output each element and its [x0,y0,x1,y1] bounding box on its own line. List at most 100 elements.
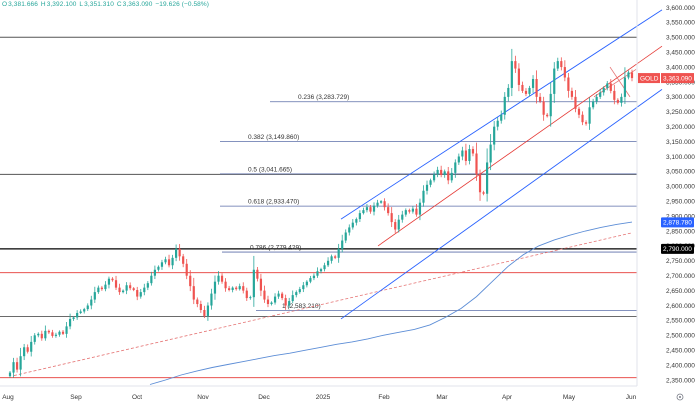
candle-body [478,174,482,193]
candle-body [411,208,414,212]
y-tick-label: 2,500.000 [666,333,695,340]
candle-body [584,122,588,124]
candle-body [238,286,241,290]
candle-body [362,210,365,214]
candle-body [461,150,464,157]
candle-body [316,271,319,276]
candle-body [33,335,36,342]
candle-body [517,68,521,85]
y-tick-label: 2,400.000 [666,362,695,369]
candle-body [574,96,577,109]
x-tick-label: Oct [132,394,142,401]
candle-body [334,256,337,258]
candle-body [408,210,411,212]
candle-body [503,96,506,115]
candle-body [26,347,29,352]
candle-body [556,61,559,69]
candle-body [302,285,305,290]
symbol-tag-label: GOLD [640,75,659,82]
y-tick-label: 3,500.000 [666,35,695,42]
candle-body [249,297,252,299]
candle-body [542,101,545,115]
candle-body [252,269,255,298]
y-tick-label: 3,550.000 [666,20,695,27]
candle-body [627,72,630,78]
candle-body [553,68,556,94]
candle-body [475,153,478,175]
candle-body [535,78,538,97]
y-tick-label: 2,900.000 [666,213,695,220]
candle-body [560,61,563,68]
candle-body [616,99,619,103]
price-badge-1 [661,243,694,254]
candle-body [379,201,383,203]
candle-body [40,333,43,339]
candle-body [323,265,326,270]
candle-body [355,219,358,223]
fib-label-4: 0.786 (2,779.429) [250,245,301,252]
candle-body [203,309,206,316]
fib-label-0: 0.236 (3,283.729) [298,94,349,101]
x-tick-label: Apr [502,394,513,401]
ohlc-open-label: O [2,1,8,8]
settings-gear-icon[interactable] [676,393,684,401]
candle-body [531,78,535,88]
price-badge-label-0: 2,878.780 [663,220,692,227]
candle-body [376,202,379,206]
candle-body [524,90,528,94]
candle-body [620,96,623,103]
x-tick-label: Feb [378,394,390,401]
candle-body [97,287,100,293]
y-tick-label: 2,750.000 [666,258,695,265]
candle-body [153,269,156,276]
candle-body [231,287,234,291]
candle-body [493,126,496,145]
candle-body [242,286,245,291]
candle-body [588,107,591,124]
candle-body [464,150,467,161]
candle-body [136,290,139,297]
candle-body [581,114,584,123]
candle-body [457,156,460,163]
candle-body [54,334,58,336]
candle-body [341,240,344,249]
candle-body [447,171,450,181]
candle-body [129,285,132,289]
fib-label-5: 1 (2,583.210) [282,303,321,310]
candle-body [263,290,266,300]
candle-body [337,248,340,258]
candle-body [606,83,609,88]
candle-body [107,278,111,285]
candle-body [206,305,210,316]
y-tick-label: 3,050.000 [666,169,695,176]
candle-body [623,77,627,97]
candle-body [394,222,397,230]
y-tick-label: 2,550.000 [666,318,695,325]
candle-body [37,333,40,336]
candle-body [539,96,542,102]
candle-body [76,312,79,318]
candle-body [471,149,475,154]
channel-lower-line [340,89,663,320]
candle-body [330,256,333,261]
y-tick-label: 2,650.000 [666,288,695,295]
candle-body [401,214,404,220]
candle-body [454,162,457,173]
x-tick-label: 2025 [316,394,331,401]
candle-body [185,263,188,276]
ohlc-high-value: 3,392.100 [46,1,77,8]
candle-body [79,311,82,313]
x-tick-label: Jun [626,394,637,401]
x-tick-label: Sep [70,394,82,401]
candle-body [213,281,217,294]
candle-body [175,248,178,258]
candle-body [468,149,471,161]
y-tick-label: 3,000.000 [666,184,695,191]
candle-body [482,192,485,194]
candle-body [121,290,125,293]
candle-body [418,202,422,215]
settings-gear-icon-center [679,396,681,398]
candle-body [164,259,167,263]
